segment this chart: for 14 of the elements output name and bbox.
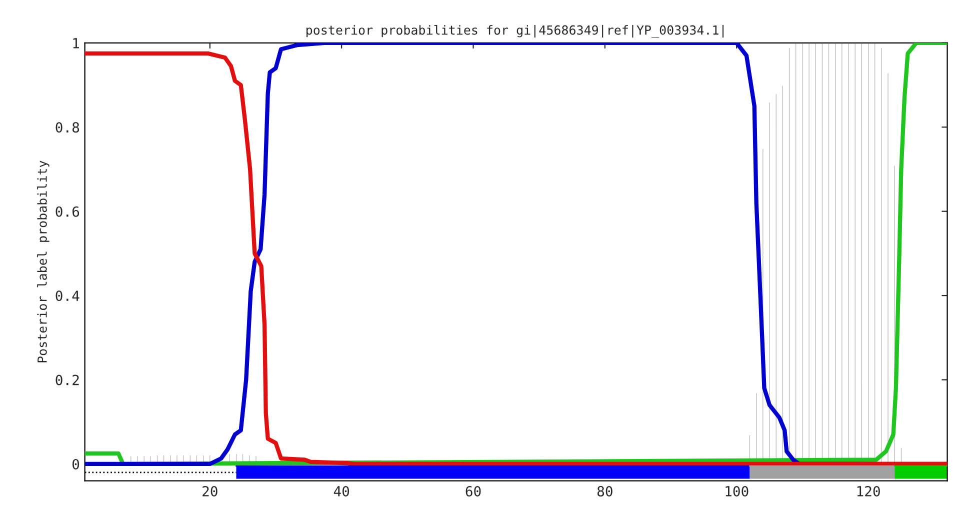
x-tick-label: 120	[857, 486, 880, 496]
x-tick-label: 100	[726, 486, 748, 496]
y-axis-title: Posterior label probability	[37, 160, 50, 362]
x-tick-label: 80	[597, 486, 612, 496]
x-tick-label: 60	[466, 486, 481, 496]
y-tick-label: 0.8	[56, 122, 80, 133]
y-tick-label: 0.4	[56, 290, 80, 302]
x-tick-label: 40	[334, 486, 350, 496]
x-tick-label: 20	[202, 486, 218, 496]
y-tick-label: 1	[73, 38, 80, 48]
y-tick-label: 0.6	[56, 206, 80, 217]
y-tick-label: 0	[72, 458, 80, 470]
y-tick-label: 0.2	[56, 374, 79, 386]
chart-title: posterior probabilities for gi|45686349|ref|YP_003934.1|	[306, 25, 724, 38]
